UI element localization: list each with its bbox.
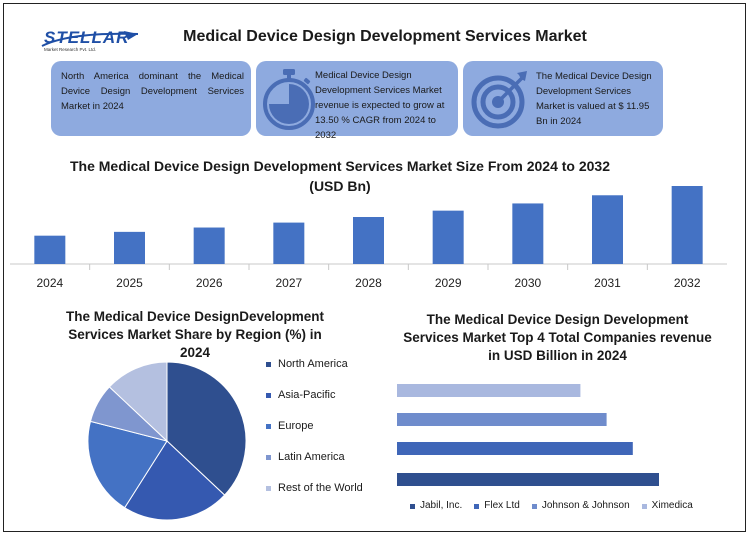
info-card-region: North America dominant the Medical Devic… xyxy=(51,61,251,136)
info-card-text: The Medical Device Design Development Se… xyxy=(536,71,652,127)
pie-chart-title: The Medical Device DesignDevelopment Ser… xyxy=(65,309,325,360)
target-icon xyxy=(471,71,527,129)
stopwatch-icon xyxy=(263,69,315,130)
hbar-legend: Jabil, Inc. Flex Ltd Johnson & Johnson Xime… xyxy=(410,500,730,511)
legend-swatch xyxy=(266,424,271,429)
legend-swatch xyxy=(266,362,271,367)
hbar-legend-item: Flex Ltd xyxy=(474,500,520,511)
stellar-logo: STELLAR Market Research Pvt. Ltd. xyxy=(40,28,140,54)
legend-swatch xyxy=(641,504,647,509)
legend-label: Flex Ltd xyxy=(484,500,520,511)
hbar-legend-item: Ximedica xyxy=(641,500,693,511)
info-card-text: North America dominant the Medical Devic… xyxy=(61,71,244,112)
logo-text: STELLAR xyxy=(44,28,130,47)
pie-legend-item: North America xyxy=(266,357,376,388)
info-card-value: The Medical Device Design Development Se… xyxy=(463,61,663,136)
legend-label: Europe xyxy=(278,420,314,432)
legend-label: Johnson & Johnson xyxy=(541,500,630,511)
legend-swatch xyxy=(266,486,271,491)
bar-chart-title: The Medical Device Design Development Se… xyxy=(69,158,610,194)
logo-subtitle: Market Research Pvt. Ltd. xyxy=(44,47,97,52)
pie-legend-item: Rest of the World xyxy=(266,481,376,515)
hbar-legend-item: Jabil, Inc. xyxy=(410,500,462,511)
pie-legend: North America Asia-Pacific Europe Latin Ame… xyxy=(266,357,376,515)
page-title: Medical Device Design Development Servic… xyxy=(183,28,587,45)
info-card-text: Medical Device Design Development Servic… xyxy=(315,70,445,141)
pie-legend-item: Europe xyxy=(266,419,376,450)
hbar-chart-title: The Medical Device Design Development Se… xyxy=(403,312,712,363)
logo-swoosh-icon xyxy=(41,31,139,47)
pie-legend-item: Asia-Pacific xyxy=(266,388,376,419)
legend-label: Jabil, Inc. xyxy=(420,500,463,511)
legend-swatch xyxy=(410,504,415,509)
legend-swatch xyxy=(266,455,271,460)
info-card-cagr: Medical Device Design Development Servic… xyxy=(256,61,458,141)
pie-legend-item: Latin America xyxy=(266,450,376,481)
legend-swatch xyxy=(266,393,271,398)
legend-label: North America xyxy=(278,358,348,370)
legend-label: Rest of the World xyxy=(278,482,363,494)
legend-label: Asia-Pacific xyxy=(278,389,336,401)
legend-swatch xyxy=(531,504,537,509)
hbar-legend-item: Johnson & Johnson xyxy=(531,500,630,511)
legend-label: Ximedica xyxy=(651,500,693,511)
legend-swatch xyxy=(474,504,480,509)
legend-label: Latin America xyxy=(278,451,345,463)
